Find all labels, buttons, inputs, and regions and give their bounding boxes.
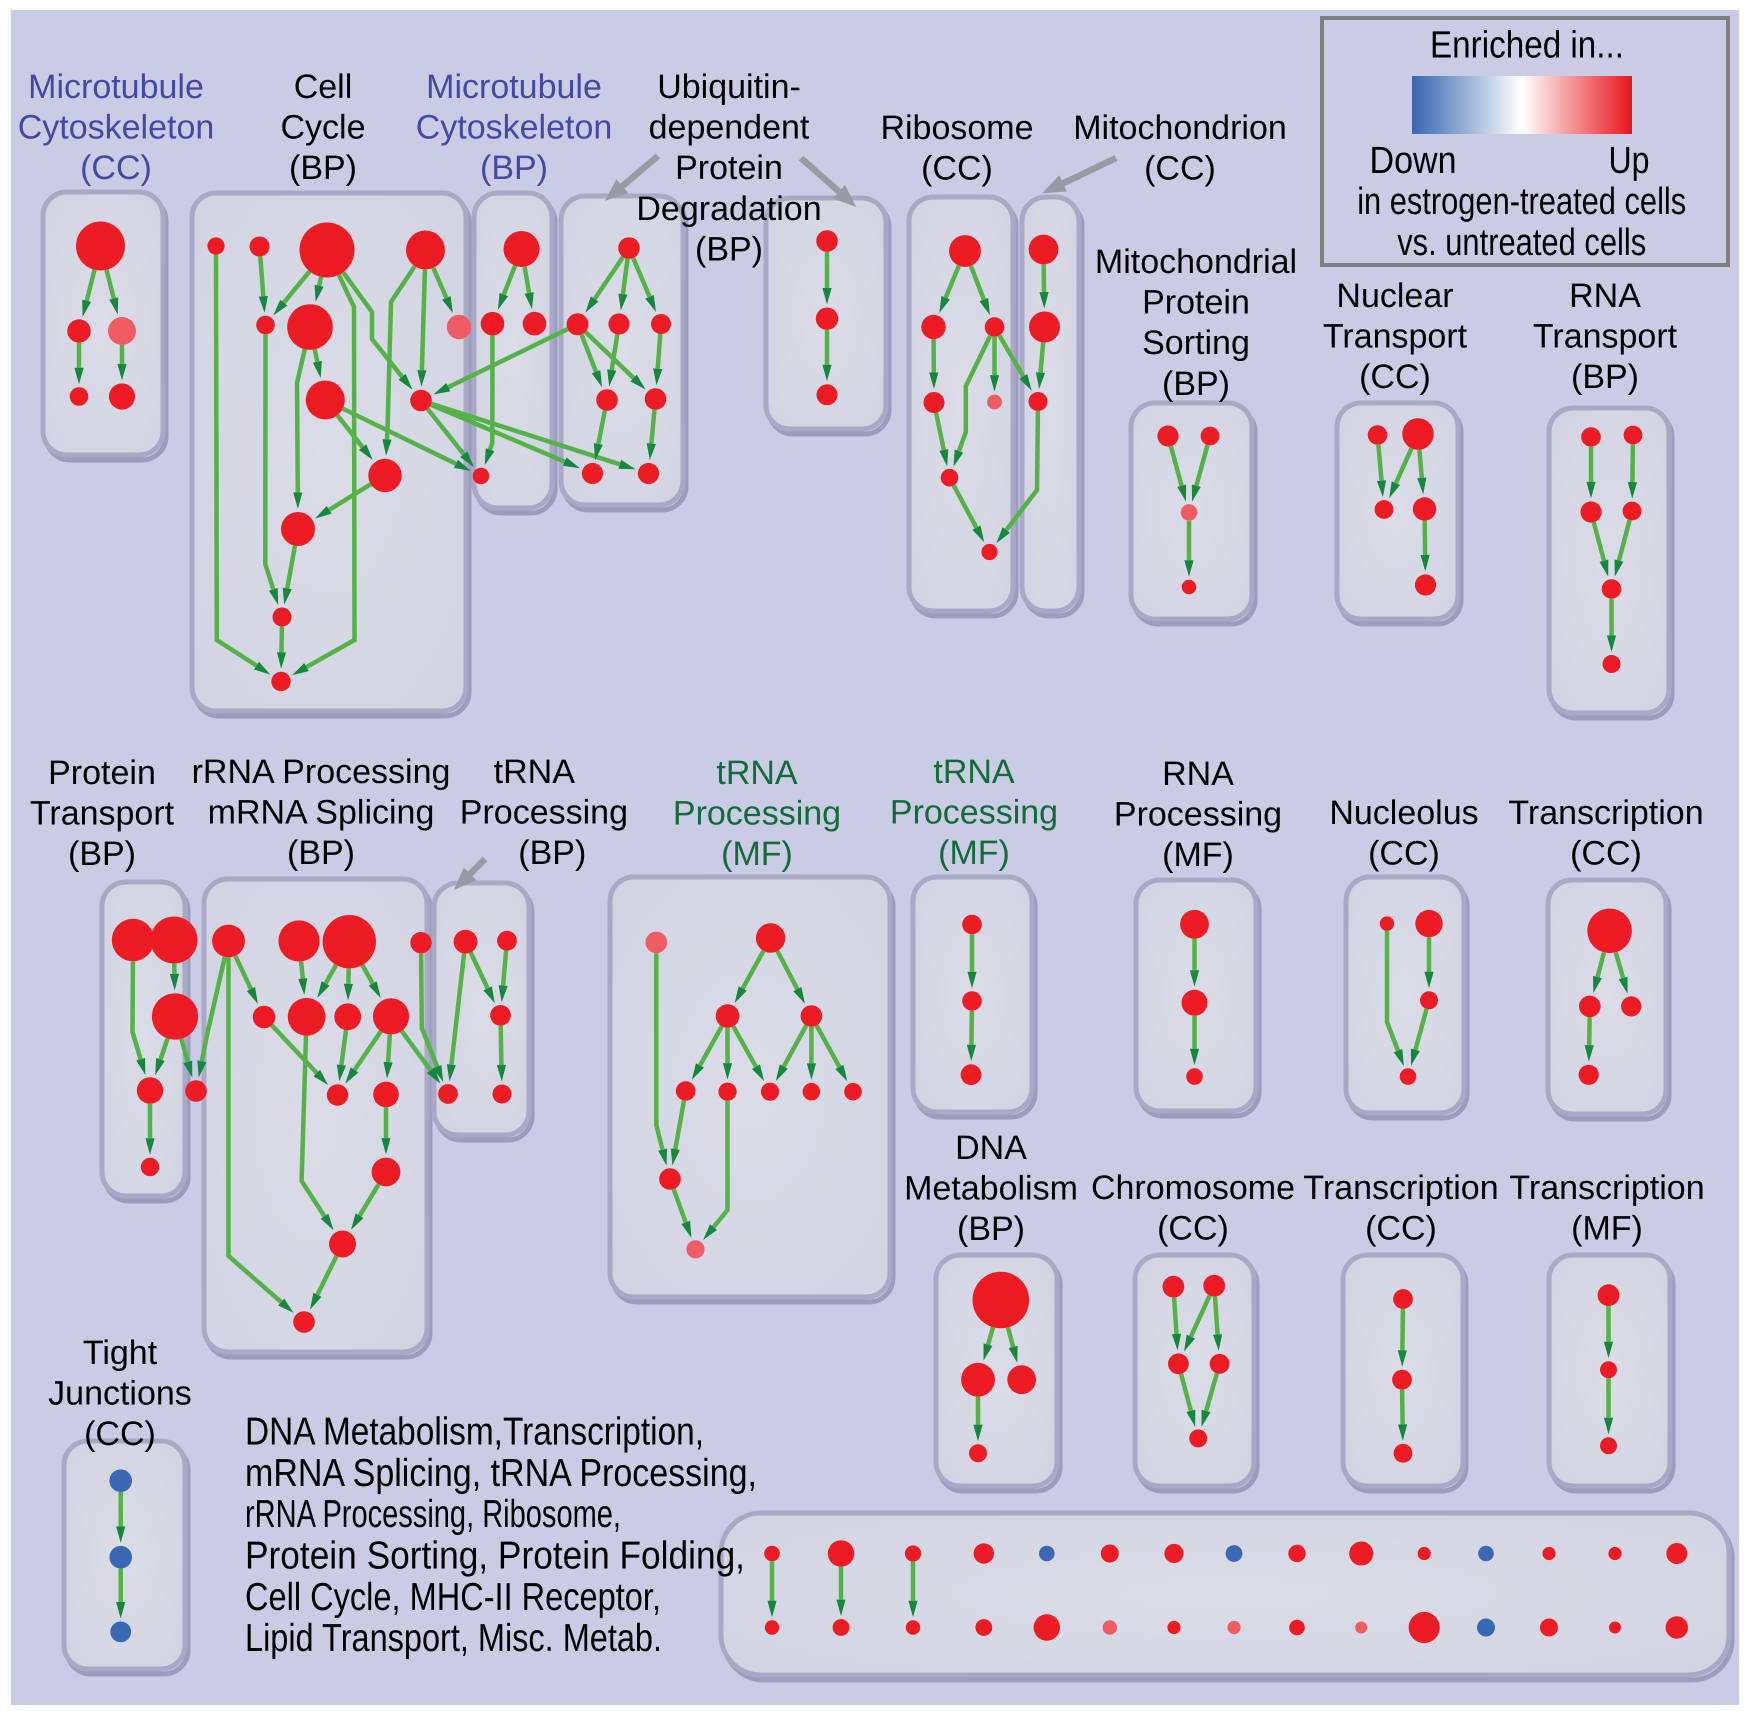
svg-text:Microtubule: Microtubule	[426, 68, 602, 106]
svg-text:(BP): (BP)	[68, 835, 136, 873]
svg-text:mRNA Splicing: mRNA Splicing	[208, 794, 435, 832]
svg-text:DNA: DNA	[955, 1129, 1027, 1167]
svg-text:(BP): (BP)	[289, 149, 357, 187]
svg-text:Mitochondrion: Mitochondrion	[1073, 109, 1287, 147]
svg-text:Protein Sorting, Protein Foldi: Protein Sorting, Protein Folding,	[245, 1535, 745, 1578]
svg-text:Sorting: Sorting	[1142, 324, 1250, 362]
svg-text:Protein: Protein	[675, 149, 783, 187]
svg-text:Enriched in...: Enriched in...	[1430, 25, 1624, 67]
svg-text:Cell: Cell	[294, 68, 353, 106]
svg-text:DNA Metabolism,Transcription,: DNA Metabolism,Transcription,	[245, 1411, 704, 1454]
svg-text:Processing: Processing	[673, 795, 841, 833]
svg-text:(BP): (BP)	[695, 230, 763, 268]
svg-text:Chromosome: Chromosome	[1091, 1169, 1295, 1207]
svg-text:(MF): (MF)	[1162, 836, 1234, 874]
svg-text:(BP): (BP)	[1571, 358, 1639, 396]
svg-text:Cytoskeleton: Cytoskeleton	[18, 109, 215, 147]
svg-text:Nuclear: Nuclear	[1336, 277, 1453, 315]
svg-text:vs. untreated cells: vs. untreated cells	[1397, 222, 1646, 264]
svg-text:(CC): (CC)	[80, 149, 152, 187]
svg-text:RNA: RNA	[1569, 277, 1641, 315]
svg-text:rRNA Processing, Ribosome,: rRNA Processing, Ribosome,	[245, 1493, 621, 1536]
svg-text:(CC): (CC)	[1144, 150, 1216, 188]
svg-text:(MF): (MF)	[938, 834, 1010, 872]
svg-text:(BP): (BP)	[957, 1210, 1025, 1248]
svg-text:Down: Down	[1370, 140, 1457, 182]
svg-text:Processing: Processing	[460, 794, 628, 832]
svg-text:Cycle: Cycle	[280, 109, 365, 147]
svg-text:Transcription: Transcription	[1303, 1169, 1498, 1207]
svg-text:(CC): (CC)	[1359, 358, 1431, 396]
svg-text:Protein: Protein	[48, 754, 156, 792]
svg-text:Ribosome: Ribosome	[880, 109, 1033, 147]
svg-text:(CC): (CC)	[1157, 1210, 1229, 1248]
svg-text:Protein: Protein	[1142, 284, 1250, 322]
svg-text:Processing: Processing	[890, 794, 1058, 832]
svg-text:Ubiquitin-: Ubiquitin-	[657, 68, 801, 106]
svg-text:Transcription: Transcription	[1508, 794, 1703, 832]
svg-text:Metabolism: Metabolism	[904, 1170, 1078, 1208]
svg-text:rRNA Processing: rRNA Processing	[192, 753, 451, 791]
svg-text:Transport: Transport	[1323, 318, 1468, 356]
svg-text:tRNA: tRNA	[494, 753, 576, 791]
svg-text:Cytoskeleton: Cytoskeleton	[416, 109, 613, 147]
svg-text:(CC): (CC)	[84, 1415, 156, 1453]
svg-text:Transport: Transport	[30, 795, 175, 833]
svg-text:(BP): (BP)	[518, 834, 586, 872]
svg-text:(MF): (MF)	[721, 835, 793, 873]
svg-text:Cell Cycle, MHC-II Receptor,: Cell Cycle, MHC-II Receptor,	[245, 1576, 661, 1619]
svg-text:Mitochondrial: Mitochondrial	[1095, 243, 1297, 281]
svg-text:(CC): (CC)	[1570, 835, 1642, 873]
svg-text:tRNA: tRNA	[933, 753, 1015, 791]
svg-text:Transcription: Transcription	[1509, 1169, 1704, 1207]
svg-text:(MF): (MF)	[1571, 1210, 1643, 1248]
svg-text:Lipid Transport, Misc. Metab.: Lipid Transport, Misc. Metab.	[245, 1617, 662, 1660]
svg-text:tRNA: tRNA	[716, 754, 798, 792]
svg-text:(CC): (CC)	[1368, 835, 1440, 873]
svg-text:Junctions: Junctions	[48, 1375, 192, 1413]
svg-text:in estrogen-treated cells: in estrogen-treated cells	[1357, 181, 1686, 223]
svg-text:Up: Up	[1609, 140, 1650, 182]
svg-text:Transport: Transport	[1533, 318, 1678, 356]
svg-text:(CC): (CC)	[921, 150, 993, 188]
svg-text:RNA: RNA	[1162, 755, 1234, 793]
svg-text:(CC): (CC)	[1365, 1210, 1437, 1248]
svg-text:Degradation: Degradation	[636, 190, 821, 228]
svg-text:(BP): (BP)	[480, 149, 548, 187]
svg-text:mRNA Splicing, tRNA Processing: mRNA Splicing, tRNA Processing,	[245, 1452, 757, 1495]
svg-text:Microtubule: Microtubule	[28, 68, 204, 106]
svg-text:(BP): (BP)	[1162, 365, 1230, 403]
svg-text:(BP): (BP)	[287, 834, 355, 872]
svg-text:Tight: Tight	[83, 1334, 158, 1372]
svg-text:dependent: dependent	[649, 109, 810, 147]
svg-text:Processing: Processing	[1114, 796, 1282, 834]
svg-text:Nucleolus: Nucleolus	[1329, 794, 1478, 832]
